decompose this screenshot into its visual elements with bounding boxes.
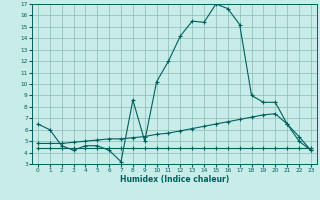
- X-axis label: Humidex (Indice chaleur): Humidex (Indice chaleur): [120, 175, 229, 184]
